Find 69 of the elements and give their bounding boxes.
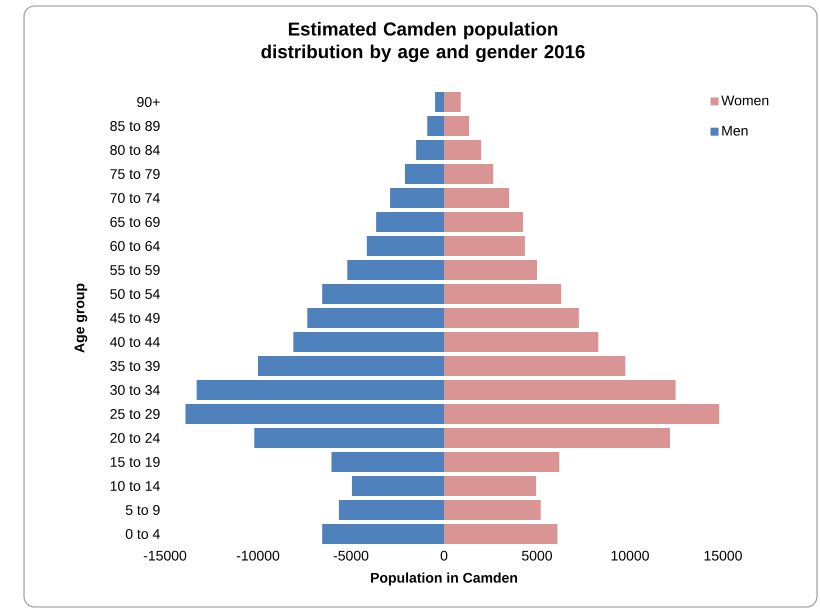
bar <box>254 428 444 448</box>
bar <box>376 212 444 232</box>
bar <box>390 188 444 208</box>
y-tick-label: 85 to 89 <box>110 121 160 131</box>
bar <box>444 212 524 232</box>
y-tick-label: 65 to 69 <box>110 217 160 227</box>
bar <box>444 404 720 424</box>
y-tick-label: 10 to 14 <box>110 481 160 491</box>
bar <box>444 428 670 448</box>
bar <box>435 92 444 112</box>
legend-label: Women <box>721 96 768 106</box>
y-tick-label: 25 to 29 <box>110 409 160 419</box>
bar <box>444 524 558 544</box>
bar <box>347 260 444 280</box>
bar <box>444 188 510 208</box>
bar <box>444 332 598 352</box>
y-tick-label: 20 to 24 <box>110 433 160 443</box>
chart-title: Estimated Camden population distribution by age and gender 2016 <box>261 22 585 62</box>
bar <box>444 380 676 400</box>
x-tick-label: -10000 <box>236 550 280 561</box>
y-tick-label: 60 to 64 <box>110 241 160 251</box>
bar <box>352 476 444 496</box>
bar <box>427 116 444 136</box>
bar <box>416 140 444 160</box>
x-tick-label: -5000 <box>334 550 368 561</box>
y-tick-label: 50 to 54 <box>110 289 160 299</box>
bar <box>404 164 444 184</box>
y-tick-label: 35 to 39 <box>110 361 160 371</box>
bar <box>366 236 444 256</box>
x-axis-title: Population in Camden <box>371 572 518 586</box>
bar <box>338 500 444 520</box>
y-tick-label: 55 to 59 <box>110 265 160 275</box>
bar <box>185 404 444 424</box>
bar <box>444 164 494 184</box>
y-tick-label: 30 to 34 <box>110 385 160 395</box>
y-tick-label: 70 to 74 <box>110 193 160 203</box>
x-tick-label: 0 <box>440 550 448 561</box>
bar <box>331 452 444 472</box>
y-tick-label: 80 to 84 <box>110 145 160 155</box>
bar <box>444 500 541 520</box>
bar <box>196 380 444 400</box>
y-tick-label: 75 to 79 <box>110 169 160 179</box>
x-tick-label: 5000 <box>522 550 552 561</box>
y-tick-label: 90+ <box>137 97 160 107</box>
bar <box>444 356 626 376</box>
y-tick-label: 15 to 19 <box>110 457 160 467</box>
bar <box>258 356 444 376</box>
bar <box>322 284 444 304</box>
bar <box>444 452 560 472</box>
bar <box>444 260 537 280</box>
bar <box>444 236 525 256</box>
bar <box>444 284 562 304</box>
bar <box>293 332 444 352</box>
y-axis-title: Age group <box>74 284 88 353</box>
bar <box>307 308 444 328</box>
bar <box>444 140 482 160</box>
x-tick-label: 10000 <box>612 550 649 561</box>
bar <box>444 92 461 112</box>
y-tick-label: 40 to 44 <box>110 337 160 347</box>
bar <box>322 524 444 544</box>
y-tick-label: 45 to 49 <box>110 313 160 323</box>
y-tick-label: 0 to 4 <box>126 529 160 539</box>
bar <box>444 308 579 328</box>
y-tick-label: 5 to 9 <box>126 505 160 515</box>
bar <box>444 476 536 496</box>
x-tick-label: 15000 <box>704 550 742 561</box>
x-tick-label: -15000 <box>144 550 186 561</box>
bar <box>444 116 470 136</box>
legend-label: Men <box>722 126 748 136</box>
